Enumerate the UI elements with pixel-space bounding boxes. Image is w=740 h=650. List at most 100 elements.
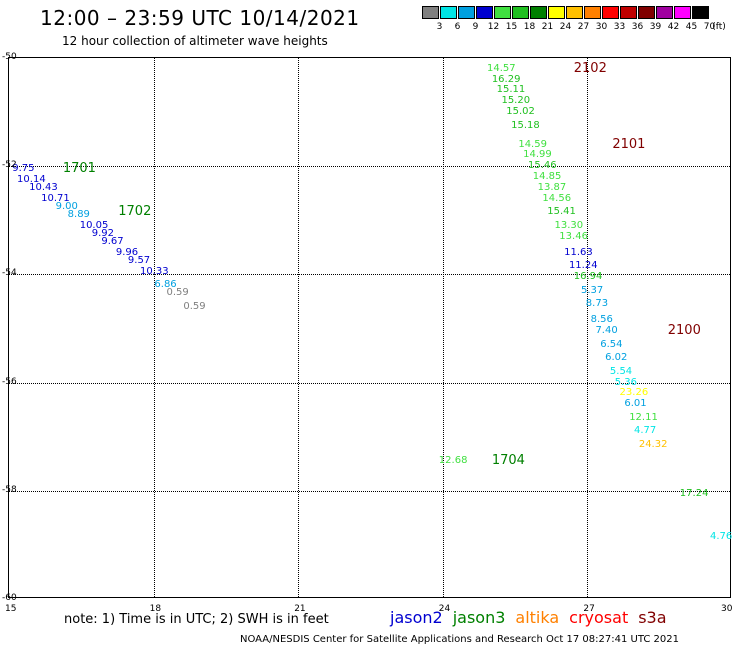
wave-height-value: 16.29 (491, 73, 521, 85)
y-tick-label: -52 (2, 160, 17, 171)
page-title: 12:00 – 23:59 UTC 10/14/2021 (40, 6, 360, 30)
wave-height-value: 15.02 (506, 106, 535, 118)
color-scale-label: 70 (703, 22, 716, 32)
gridline-horizontal (9, 166, 730, 168)
color-scale-swatch (584, 6, 601, 19)
color-scale-label: 9 (472, 22, 479, 32)
color-scale-label: 30 (595, 22, 608, 32)
wave-height-value: 15.11 (496, 84, 526, 96)
wave-height-value: 14.57 (487, 62, 516, 74)
color-scale-swatch (458, 6, 475, 19)
color-scale-swatch (512, 6, 529, 19)
wave-height-value: 24.32 (638, 438, 668, 450)
wave-height-value: 9.00 (55, 200, 78, 212)
wave-height-value: 23.26 (619, 387, 649, 399)
wave-height-value: 9.96 (115, 246, 139, 258)
wave-height-value: 6.86 (154, 279, 177, 291)
wave-height-value: 12.11 (629, 411, 658, 423)
wave-height-value: 0.59 (166, 287, 189, 299)
color-scale-label: 45 (685, 22, 698, 32)
color-scale-swatch (440, 6, 457, 19)
wave-height-value: 6.01 (624, 398, 647, 410)
pass-id-label: 2100 (667, 323, 701, 339)
wave-height-value: 7.40 (595, 325, 618, 337)
color-scale-label: 15 (505, 22, 518, 32)
wave-height-value: 10.14 (17, 173, 46, 185)
legend-item-altika: altika (515, 608, 560, 627)
wave-height-value: 13.30 (554, 219, 584, 231)
color-scale-label: 36 (631, 22, 644, 32)
x-tick-label: 27 (583, 604, 595, 614)
wave-height-value: 0.59 (183, 300, 206, 312)
color-scale-swatch (638, 6, 655, 19)
wave-height-value: 13.46 (559, 230, 588, 242)
wave-height-value: 15.41 (547, 206, 576, 218)
color-scale-label: 6 (454, 22, 461, 32)
color-scale-label: 42 (667, 22, 680, 32)
color-scale-swatch (656, 6, 673, 19)
color-scale-swatch (620, 6, 637, 19)
color-scale-swatch (530, 6, 547, 19)
wave-height-value: 8.56 (590, 314, 613, 326)
wave-height-value: 9.57 (127, 254, 151, 266)
color-scale-label: 27 (577, 22, 590, 32)
color-scale-unit: (ft) (712, 22, 726, 32)
color-scale-swatch (692, 6, 709, 19)
wave-height-value: 5.37 (580, 284, 604, 296)
pass-id-label: 2102 (573, 60, 607, 76)
legend-item-jason2: jason2 (390, 608, 443, 627)
x-tick-label: 30 (721, 604, 733, 614)
pass-id-label: 1702 (118, 204, 152, 220)
wave-height-value: 10.43 (29, 181, 58, 193)
wave-height-value: 6.02 (605, 352, 628, 364)
wave-height-value: 17.24 (679, 487, 709, 499)
y-tick-label: -60 (2, 593, 17, 603)
wave-height-value: 12.68 (438, 455, 468, 467)
color-scale-swatch (476, 6, 493, 19)
color-scale-swatch (674, 6, 691, 19)
wave-height-value: 10.05 (79, 219, 109, 231)
y-tick-label: -54 (2, 268, 17, 279)
map-plot-area[interactable]: 14.57 16.29 15.11 15.20 15.02 15.18 14.59 14.99… (8, 57, 732, 598)
wave-height-value: 15.46 (527, 160, 557, 172)
gridline-vertical (587, 58, 589, 597)
color-scale-swatch (566, 6, 583, 19)
y-tick-label: -56 (2, 376, 17, 387)
wave-height-value: 5.36 (614, 376, 637, 388)
footer-credit: NOAA/NESDIS Center for Satellite Applica… (240, 634, 679, 645)
pass-id-label: 2101 (612, 136, 646, 152)
wave-height-value: 15.20 (501, 95, 531, 107)
color-scale-label: 3 (436, 22, 443, 32)
gridline-horizontal (9, 490, 730, 492)
gridline-vertical (153, 58, 155, 597)
wave-height-value: 16.94 (573, 271, 603, 283)
color-scale-label: 33 (613, 22, 626, 32)
color-scale-swatch (422, 6, 439, 19)
legend-item-cryosat: cryosat (569, 608, 629, 627)
x-tick-label: 24 (438, 604, 451, 614)
color-scale-swatch (494, 6, 511, 19)
wave-height-value: 14.59 (518, 138, 547, 150)
wave-height-value: 15.18 (511, 119, 540, 131)
pass-id-label: 1701 (62, 160, 96, 176)
wave-height-value: 10.33 (139, 265, 169, 277)
wave-height-value: 5.54 (609, 365, 633, 377)
gridline-vertical (442, 58, 444, 597)
x-tick-label: 21 (294, 604, 306, 614)
y-tick-label: -58 (2, 484, 17, 495)
wave-height-value: 11.63 (564, 246, 593, 258)
pass-id-label: 1704 (491, 453, 525, 469)
gridline-horizontal (9, 382, 730, 384)
color-scale-label: 18 (523, 22, 536, 32)
wave-height-value: 9.75 (12, 162, 35, 174)
color-scale-label: 21 (541, 22, 554, 32)
wave-height-value: 10.71 (41, 192, 70, 204)
x-tick-label: 15 (5, 604, 17, 614)
wave-height-value: 14.85 (532, 171, 562, 183)
color-scale-label: 24 (559, 22, 572, 32)
legend-item-jason3: jason3 (452, 608, 506, 627)
satellite-legend: jason2 jason3 altika cryosat s3a (390, 608, 677, 627)
wave-height-value: 11.24 (568, 260, 598, 272)
x-tick-label: 18 (149, 604, 162, 614)
gridline-horizontal (9, 274, 730, 276)
